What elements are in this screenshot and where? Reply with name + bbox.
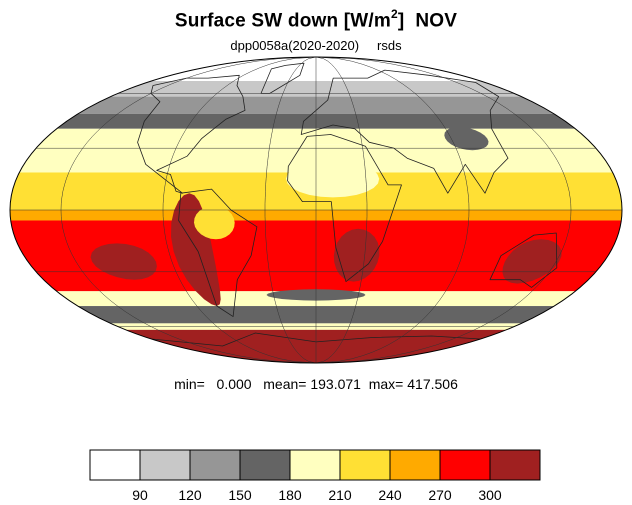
coastline-north-america — [137, 74, 246, 194]
colorbar: 90 120 150 180 210 240 270 300 — [89, 449, 541, 503]
colorbar-tick-label: 210 — [328, 487, 352, 503]
colorbar-box — [189, 449, 241, 481]
colorbar-tick-label: 300 — [478, 487, 502, 503]
title-close: ] — [397, 10, 405, 32]
colorbar-box — [139, 449, 191, 481]
field-patch — [90, 243, 157, 280]
map-title: Surface SW down [W/m2] NOV — [0, 7, 632, 32]
meridian-line — [315, 57, 368, 363]
colorbar-box — [239, 449, 291, 481]
colorbar-box — [489, 449, 541, 481]
field-patch — [444, 126, 489, 151]
colorbar-box — [389, 449, 441, 481]
coastline-south-america — [178, 188, 258, 318]
max-label: max= — [368, 376, 404, 392]
meridian-line — [162, 57, 317, 363]
mean-label: mean= — [263, 376, 307, 392]
colorbar-tick-label: 180 — [278, 487, 302, 503]
min-value: 0.000 — [216, 376, 252, 392]
meridian-line — [264, 57, 317, 363]
min-label: min= — [174, 376, 205, 392]
title-month: NOV — [415, 10, 458, 32]
map-border — [9, 56, 623, 364]
title-text: Surface SW down [W/m — [174, 10, 392, 32]
coastline-africa — [287, 134, 402, 283]
colorbar-tick-label: 150 — [228, 487, 252, 503]
map-subtitle: dpp0058a(2020-2020) rsds — [0, 38, 632, 53]
statistics-line: min= 0.000 mean= 193.071 max= 417.506 — [0, 376, 632, 392]
colorbar-box — [89, 449, 141, 481]
colorbar-tick-label: 270 — [428, 487, 452, 503]
field-patch — [502, 239, 562, 284]
mollweide-map — [9, 56, 623, 364]
colorbar-boxes — [89, 449, 541, 481]
colorbar-box — [439, 449, 491, 481]
experiment-label: dpp0058a(2020-2020) — [230, 38, 360, 53]
meridian-line — [315, 57, 572, 363]
meridian-line — [60, 57, 317, 363]
colorbar-box — [289, 449, 341, 481]
coastline-australia — [489, 232, 558, 288]
field-patch — [171, 193, 221, 306]
mean-value: 193.071 — [310, 376, 361, 392]
title-unit-exponent: 2 — [391, 7, 398, 21]
colorbar-box — [339, 449, 391, 481]
meridian-line — [315, 57, 470, 363]
coastline-eurasia — [300, 69, 509, 194]
graticule — [10, 57, 622, 363]
colorbar-tick-label: 120 — [178, 487, 202, 503]
field-patch — [286, 160, 380, 198]
field-patch — [333, 228, 380, 282]
variable-label: rsds — [377, 38, 402, 53]
field-patch — [194, 205, 235, 240]
colorbar-tick-label: 240 — [378, 487, 402, 503]
colorbar-tick-label: 90 — [132, 487, 148, 503]
colorbar-labels: 90 120 150 180 210 240 270 300 — [132, 487, 502, 503]
max-value: 417.506 — [407, 376, 458, 392]
